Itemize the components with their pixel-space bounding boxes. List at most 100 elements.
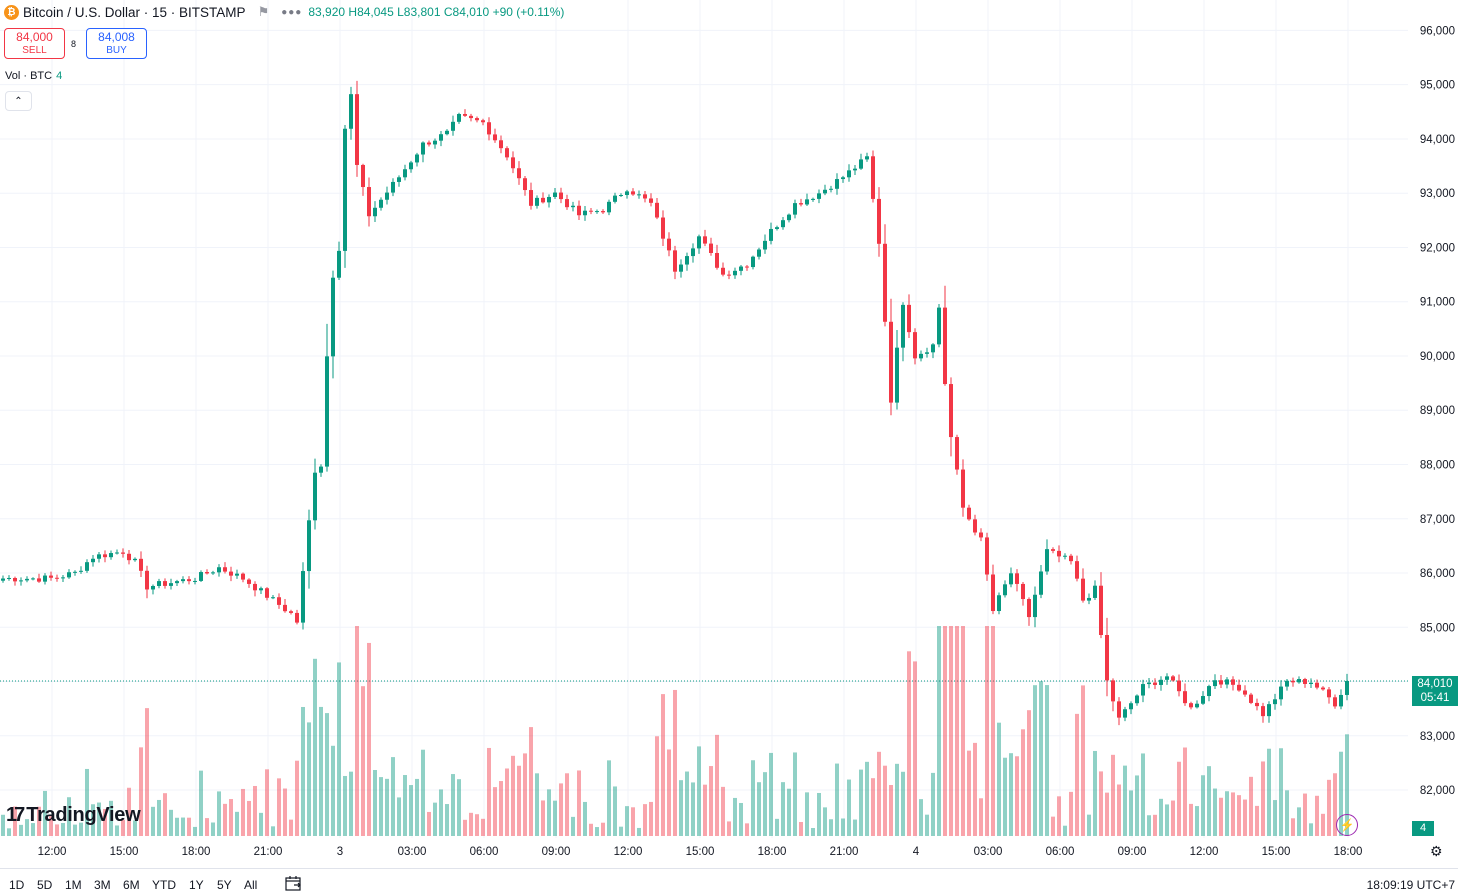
volume-bar (1165, 804, 1169, 836)
candle-body (607, 201, 611, 213)
volume-bar (907, 651, 911, 836)
volume-bar (691, 782, 695, 836)
volume-bar (625, 806, 629, 836)
lightning-icon[interactable]: ⚡ (1336, 814, 1358, 836)
volume-bar (835, 763, 839, 836)
time-tick: 18:00 (758, 846, 787, 858)
candle-body (1087, 597, 1091, 601)
volume-bar (877, 751, 881, 836)
volume-bar (901, 771, 905, 836)
volume-bar (463, 819, 467, 836)
range-5d-button[interactable]: 5D (37, 878, 53, 892)
volume-bar (1129, 790, 1133, 836)
volume-bar (673, 689, 677, 836)
candle-body (379, 199, 383, 208)
candle-body (337, 250, 341, 278)
volume-bar (793, 752, 797, 836)
status-dots-icon[interactable]: ●●● (281, 6, 303, 18)
candle-body (541, 197, 545, 203)
candle-body (589, 210, 593, 212)
candle-body (787, 214, 791, 221)
volume-bar (1147, 815, 1151, 836)
volume-bar (451, 774, 455, 836)
candle-body (1141, 684, 1145, 696)
volume-bar (739, 802, 743, 836)
volume-bar (1159, 798, 1163, 836)
candle-body (943, 307, 947, 385)
range-3m-button[interactable]: 3M (94, 878, 111, 892)
volume-bar (1219, 797, 1223, 836)
candle-body (169, 583, 173, 586)
candle-body (853, 168, 857, 171)
volume-bar (199, 770, 203, 836)
candle-body (1171, 676, 1175, 681)
volume-bar (1225, 791, 1229, 836)
volume-bar (823, 807, 827, 836)
collapse-legend-button[interactable]: ⌃ (5, 91, 32, 111)
ohlc-low-value: 83,801 (403, 5, 441, 19)
volume-bar (307, 722, 311, 836)
sell-button[interactable]: 84,000 SELL (4, 28, 65, 59)
volume-bar (415, 778, 419, 836)
candle-body (109, 553, 113, 558)
buy-button[interactable]: 84,008 BUY (86, 28, 147, 59)
volume-bar (217, 791, 221, 836)
volume-legend[interactable]: Vol · BTC 4 (5, 70, 62, 82)
range-6m-button[interactable]: 6M (123, 878, 140, 892)
tradingview-logo[interactable]: 17 TradingView (6, 804, 141, 827)
volume-bar (139, 747, 143, 836)
range-1m-button[interactable]: 1M (65, 878, 82, 892)
flag-icon[interactable]: ⚑ (257, 4, 270, 19)
volume-bar (745, 823, 749, 836)
volume-bar (1141, 753, 1145, 836)
price-chart[interactable]: 96,000 95,000 94,000 93,000 92,000 91,000 90,0… (0, 0, 1458, 868)
volume-bar (1045, 685, 1049, 836)
volume-bar (727, 821, 731, 836)
time-tick: 12:00 (38, 846, 67, 858)
range-1y-button[interactable]: 1Y (189, 878, 204, 892)
range-ytd-button[interactable]: YTD (152, 878, 176, 892)
candle-body (79, 570, 83, 572)
candle-body (883, 243, 887, 322)
range-5y-button[interactable]: 5Y (217, 878, 232, 892)
candle-body (985, 537, 989, 575)
candle-body (547, 196, 551, 203)
volume-bar (1075, 713, 1079, 836)
volume-bar (55, 824, 59, 836)
volume-bar (1015, 756, 1019, 836)
candle-body (1261, 706, 1265, 717)
candle-body (643, 194, 647, 199)
candle-body (937, 307, 941, 345)
price-tick: 91,000 (1420, 297, 1455, 309)
volume-bar (319, 706, 323, 836)
volume-bar (1111, 754, 1115, 836)
candle-body (625, 191, 629, 195)
time-tick: 09:00 (1118, 846, 1147, 858)
candle-body (655, 202, 659, 218)
symbol-title[interactable]: Bitcoin / U.S. Dollar · 15 · BITSTAMP (23, 4, 246, 20)
candle-body (1327, 689, 1331, 698)
range-1d-button[interactable]: 1D (9, 878, 25, 892)
calendar-icon[interactable] (285, 875, 303, 891)
candle-body (847, 170, 851, 178)
time-tick: 12:00 (614, 846, 643, 858)
clock-timezone[interactable]: 18:09:19 UTC+7 (1366, 878, 1455, 892)
volume-bar (1051, 816, 1055, 836)
candle-body (709, 243, 713, 253)
candle-body (1291, 680, 1295, 683)
volume-bar (571, 816, 575, 836)
candle-body (763, 240, 767, 250)
candle-body (691, 248, 695, 257)
range-all-button[interactable]: All (244, 878, 258, 892)
time-axis[interactable]: 12:00 15:00 18:00 21:00 3 03:00 06:00 09:00 12:0… (38, 846, 1363, 858)
candle-body (823, 189, 827, 194)
candle-body (271, 597, 275, 599)
price-tick: 82,000 (1420, 785, 1455, 797)
candle-body (469, 115, 473, 119)
gear-icon[interactable]: ⚙ (1430, 843, 1443, 859)
volume-bar (1, 814, 5, 836)
candle-body (1297, 679, 1301, 683)
price-tick: 96,000 (1420, 25, 1455, 37)
candle-body (901, 304, 905, 348)
volume-bar (457, 779, 461, 836)
